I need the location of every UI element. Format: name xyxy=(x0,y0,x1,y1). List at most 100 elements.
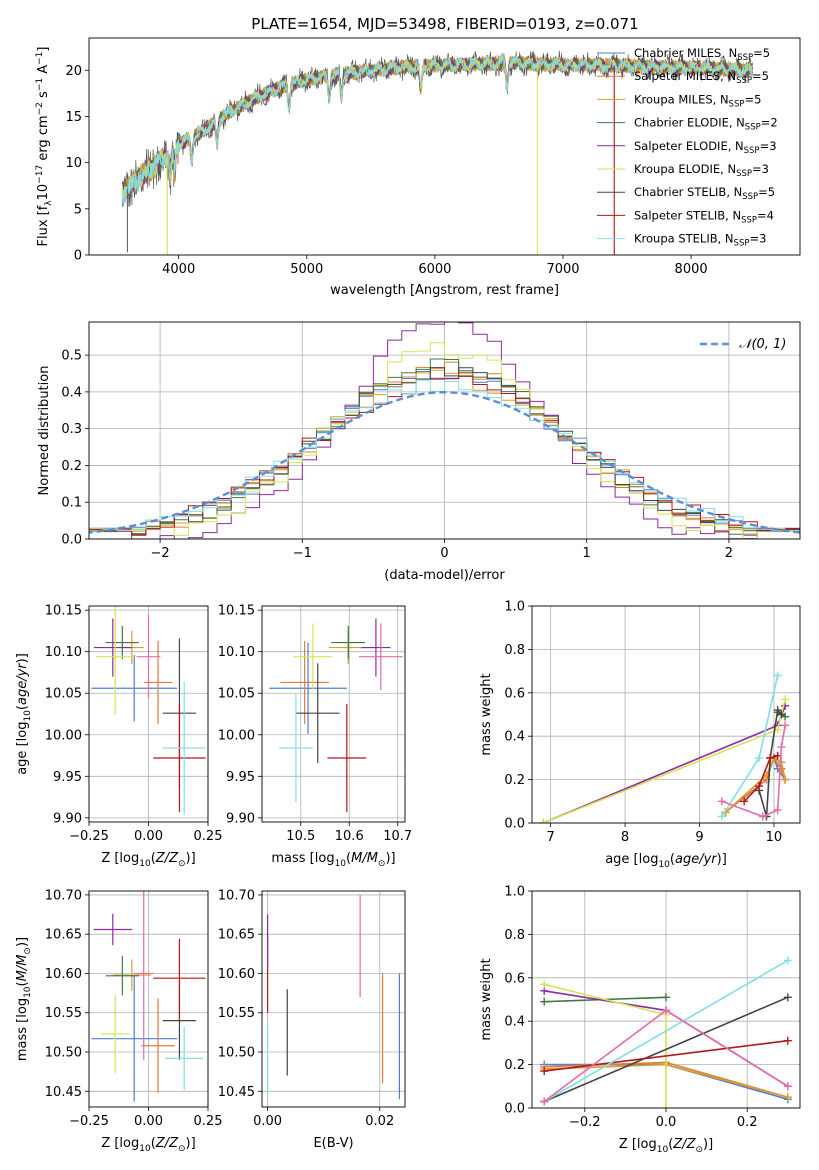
y-tick-label: 1.0 xyxy=(504,600,525,615)
y-tick-label: 9.90 xyxy=(53,811,82,826)
y-axis-label: mass [log10(M/M⊙)] xyxy=(15,937,33,1061)
errorbars xyxy=(91,606,206,815)
axes-frame xyxy=(261,605,406,823)
weight-marker xyxy=(755,782,764,791)
y-tick-label: 0.3 xyxy=(61,422,82,437)
y-tick-label: 10 xyxy=(65,156,82,171)
age_vs_Z-panel: −0.25 0.00 0.25 9.90 9.95 10.00 10.05 10.10 10.1… xyxy=(15,604,222,869)
errorbars xyxy=(91,891,206,1102)
x-tick-label: 0.25 xyxy=(194,1114,223,1129)
y-axis-label: mass weight xyxy=(479,673,494,755)
axes-frame xyxy=(261,890,406,1108)
y-tick-label: 9.95 xyxy=(226,770,255,785)
y-tick-label: 10.65 xyxy=(45,928,82,943)
legend-entry: Kroupa ELODIE, NSSP=3 xyxy=(634,162,769,179)
y-tick-label: 10.10 xyxy=(218,645,255,660)
weight-marker xyxy=(540,1067,549,1076)
weight-marker xyxy=(717,812,726,821)
mass_vs_Z-panel: −0.25 0.00 0.25 10.45 10.50 10.55 10.60 10.65 10… xyxy=(15,888,223,1154)
x-tick-label: 2 xyxy=(725,546,733,561)
x-axis-label: mass [log10(M/M⊙)] xyxy=(271,851,395,869)
weight-marker xyxy=(662,1104,670,1108)
y-tick-label: 5 xyxy=(74,202,82,217)
x-axis-label: age [log10(age/yr)] xyxy=(605,852,727,870)
y-tick-label: 10.10 xyxy=(45,645,82,660)
weight-line xyxy=(544,1039,788,1072)
legend-entry: Salpeter ELODIE, NSSP=3 xyxy=(634,139,777,156)
y-tick-label: 0.8 xyxy=(504,643,525,658)
x-axis-label: wavelength [Angstrom, rest frame] xyxy=(330,283,559,298)
y-tick-label: 10.70 xyxy=(218,888,255,903)
y-tick-label: 9.95 xyxy=(53,770,82,785)
y-axis-label: mass weight xyxy=(479,958,494,1040)
weight-marker xyxy=(755,753,764,762)
x-tick-label: 10.5 xyxy=(286,829,315,844)
weight-line xyxy=(544,983,667,1108)
y-tick-label: 10.60 xyxy=(218,967,255,982)
y-tick-label: 0.2 xyxy=(504,1058,525,1073)
weight-marker xyxy=(773,671,782,680)
legend-entry: Chabrier MILES, NSSP=5 xyxy=(634,46,770,63)
y-tick-label: 0.1 xyxy=(61,496,82,511)
legend-entry: Salpeter MILES, NSSP=5 xyxy=(634,69,769,86)
x-tick-label: 0.0 xyxy=(656,1115,677,1130)
axes-frame xyxy=(88,37,801,256)
y-tick-label: 0.2 xyxy=(504,773,525,788)
y-tick-label: 0 xyxy=(74,249,82,264)
weight-marker xyxy=(662,993,670,1002)
x-tick-label: 7000 xyxy=(546,262,579,277)
x-tick-label: 0 xyxy=(440,546,448,561)
y-tick-label: 10.55 xyxy=(218,1006,255,1021)
legend-entry: 𝒩(0, 1) xyxy=(739,337,786,352)
weight-marker xyxy=(758,812,767,821)
x-tick-label: 0.00 xyxy=(134,1114,163,1129)
y-tick-label: 0.0 xyxy=(61,533,82,548)
x-axis-label: Z [log10(Z/Z⊙)] xyxy=(101,1136,195,1154)
y-tick-label: 10.65 xyxy=(218,928,255,943)
spectrum-lines xyxy=(121,50,754,255)
x-tick-label: 1 xyxy=(583,546,591,561)
x-tick-label: −0.2 xyxy=(569,1115,601,1130)
x-tick-label: 0.00 xyxy=(253,1114,282,1129)
y-tick-label: 10.00 xyxy=(45,728,82,743)
x-axis-label: Z [log10(Z/Z⊙)] xyxy=(101,851,195,869)
gaussian-curve xyxy=(89,390,800,534)
x-tick-label: 0.02 xyxy=(365,1114,394,1129)
legend-entry: Chabrier ELODIE, NSSP=2 xyxy=(634,116,778,133)
age_vs_mass-panel: 10.5 10.6 10.7 9.90 9.95 10.00 10.05 10.10 10.15… xyxy=(218,604,412,869)
y-tick-label: 0.4 xyxy=(61,385,82,400)
x-axis-label: Z [log10(Z/Z⊙)] xyxy=(619,1137,713,1155)
histogram-step xyxy=(89,342,800,539)
y-tick-label: 0.4 xyxy=(504,730,525,745)
weight-marker xyxy=(740,797,749,806)
errorbars xyxy=(267,894,400,1100)
y-tick-label: 9.90 xyxy=(226,811,255,826)
axes-frame xyxy=(88,605,209,823)
y-axis-label: Normed distribution xyxy=(37,366,52,496)
weight-marker xyxy=(783,993,792,1002)
weight-line xyxy=(543,996,789,1103)
weight_vs_Z-panel: −0.2 0.0 0.2 0.0 0.2 0.4 0.6 0.8 1.0 Z [log10(Z/Z… xyxy=(479,885,801,1155)
x-tick-label: 0.2 xyxy=(737,1115,758,1130)
y-tick-label: 0.4 xyxy=(504,1015,525,1030)
x-tick-label: 10.6 xyxy=(335,829,364,844)
histogram-panel: −2 −1 0 1 2 0.0 0.1 0.2 0.3 0.4 0.5 (data-model)/er… xyxy=(37,321,801,583)
weight-marker xyxy=(783,1093,792,1102)
weight-marker xyxy=(783,956,792,965)
y-tick-label: 10.15 xyxy=(218,604,255,619)
axes-frame xyxy=(88,890,209,1108)
histogram-lines xyxy=(89,322,800,539)
weight-marker xyxy=(766,753,775,762)
x-tick-label: 10.7 xyxy=(383,829,412,844)
x-tick-label: −0.25 xyxy=(69,1114,109,1129)
weight-marker xyxy=(781,695,790,704)
y-tick-label: 20 xyxy=(65,64,82,79)
weight-marker xyxy=(717,797,726,806)
y-tick-label: 0.6 xyxy=(504,971,525,986)
weight-marker xyxy=(539,819,548,823)
weight-line xyxy=(743,754,778,802)
weight-marker xyxy=(540,980,549,989)
weight-marker xyxy=(781,721,790,730)
